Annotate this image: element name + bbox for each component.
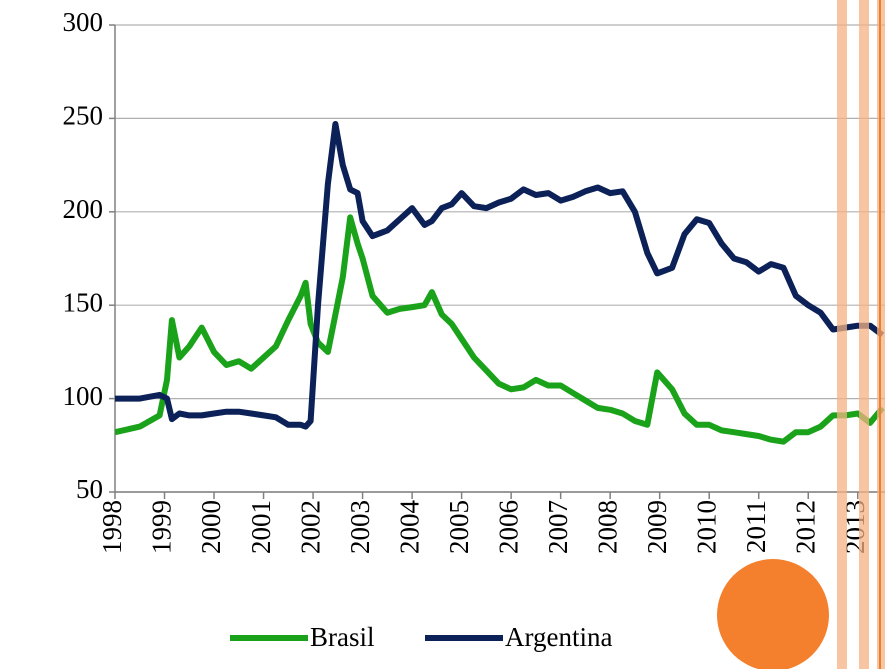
- y-tick-label: 50: [76, 474, 103, 504]
- series-line: [115, 121, 885, 430]
- cursor-circle: [717, 559, 829, 669]
- legend-label: Brasil: [310, 622, 375, 652]
- x-tick-label: 2005: [444, 500, 474, 554]
- x-tick-label: 1999: [147, 500, 177, 554]
- y-tick-label: 200: [63, 194, 104, 224]
- x-tick-label: 2001: [246, 500, 276, 554]
- series-line: [115, 214, 885, 445]
- x-tick-label: 1998: [97, 500, 127, 554]
- legend-label: Argentina: [505, 622, 612, 652]
- x-tick-label: 2004: [394, 500, 424, 555]
- y-tick-label: 250: [63, 101, 104, 131]
- highlight-band: [837, 0, 847, 669]
- x-tick-label: 2010: [691, 500, 721, 554]
- x-tick-label: 2007: [543, 500, 573, 554]
- x-tick-label: 2008: [592, 500, 622, 554]
- x-tick-label: 2009: [642, 500, 672, 554]
- x-tick-label: 2002: [295, 500, 325, 554]
- y-tick-label: 100: [63, 381, 104, 411]
- x-tick-label: 2003: [345, 500, 375, 554]
- highlight-band: [859, 0, 869, 669]
- x-tick-label: 2006: [493, 500, 523, 554]
- y-tick-label: 150: [63, 287, 104, 317]
- x-tick-label: 2012: [790, 500, 820, 554]
- y-tick-label: 300: [63, 7, 104, 37]
- series-layer: [115, 121, 885, 445]
- decoration: [717, 0, 885, 669]
- x-tick-label: 2000: [196, 500, 226, 554]
- plot-layer: 50 100 150 200 250 300 1998 1999 2000 2001 2002 200…: [63, 7, 885, 652]
- x-tick-label: 2011: [741, 500, 771, 553]
